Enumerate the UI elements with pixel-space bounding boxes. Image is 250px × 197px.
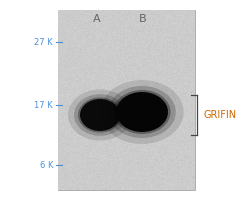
Ellipse shape — [78, 97, 122, 133]
Text: B: B — [139, 14, 147, 24]
Bar — [58, 10, 195, 190]
Ellipse shape — [116, 92, 168, 132]
Ellipse shape — [68, 89, 132, 141]
Ellipse shape — [114, 90, 170, 134]
Ellipse shape — [74, 94, 126, 136]
Text: 27 K: 27 K — [34, 37, 53, 46]
Text: GRIFIN: GRIFIN — [203, 110, 236, 120]
Ellipse shape — [80, 99, 120, 131]
Text: A: A — [93, 14, 101, 24]
Ellipse shape — [100, 80, 184, 144]
Text: 6 K: 6 K — [40, 161, 53, 169]
Text: 17 K: 17 K — [34, 100, 53, 110]
Ellipse shape — [108, 86, 176, 138]
